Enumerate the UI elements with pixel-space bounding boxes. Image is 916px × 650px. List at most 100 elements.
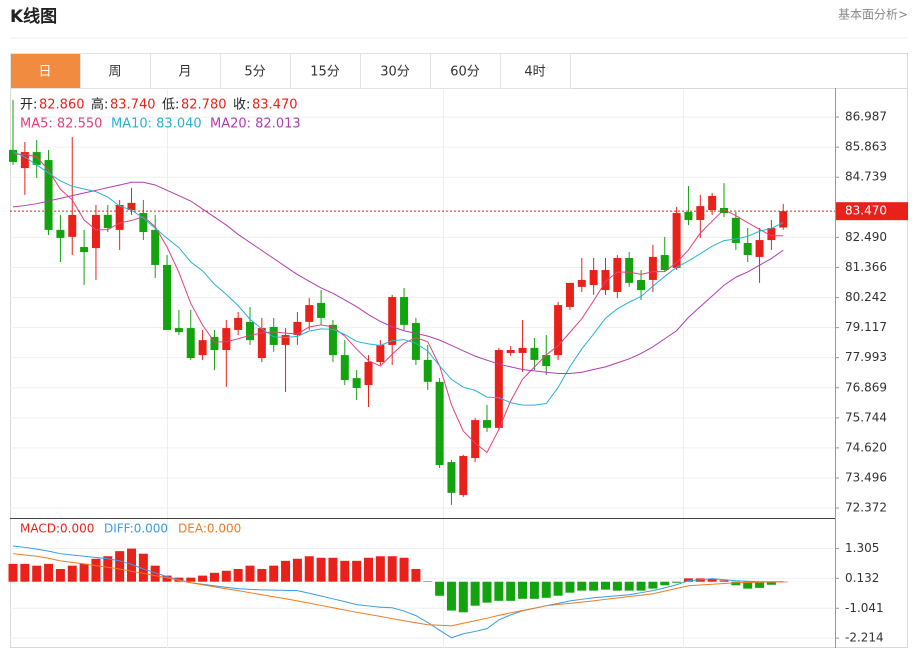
- macd-bar: [446, 581, 456, 611]
- candle-body: [613, 257, 622, 292]
- tab[interactable]: [290, 53, 361, 89]
- macd-bar: [506, 581, 516, 601]
- tab-label[interactable]: 周: [108, 65, 121, 80]
- macd-bar: [8, 563, 18, 582]
- macd-bar: [719, 580, 729, 582]
- macd-bar: [352, 560, 362, 582]
- macd-bar: [529, 581, 539, 599]
- candle-body: [696, 206, 705, 221]
- ma-line: [13, 153, 784, 454]
- y-tick-label: 84.739: [845, 170, 887, 184]
- macd-bar: [233, 568, 243, 582]
- macd-bar: [494, 581, 504, 601]
- macd-bar: [660, 581, 670, 586]
- macd-bar: [553, 581, 563, 596]
- ohlc-legend-label: 低:: [162, 98, 179, 113]
- macd-bar: [364, 557, 373, 582]
- macd-bar: [707, 579, 717, 582]
- macd-bar: [20, 563, 30, 582]
- tab-label[interactable]: 4时: [524, 65, 545, 80]
- candle-body: [317, 302, 326, 318]
- macd-line: [12, 545, 784, 639]
- candle-body: [720, 207, 728, 214]
- candle-body: [127, 202, 136, 211]
- macd-bar: [435, 581, 445, 596]
- y-tick-label: 0.132: [845, 571, 879, 585]
- candle-body: [32, 152, 41, 165]
- candle-body: [423, 359, 432, 382]
- tab-label[interactable]: 日: [38, 65, 51, 80]
- tab-label[interactable]: 60分: [450, 65, 480, 80]
- candle-body: [20, 152, 29, 169]
- tab-label[interactable]: 30分: [380, 65, 410, 80]
- last-price-box: [836, 202, 908, 221]
- macd-bar: [411, 568, 421, 582]
- tab-label[interactable]: 月: [178, 65, 191, 80]
- macd-bar: [577, 581, 587, 591]
- ohlc-legend-label: 高:: [91, 97, 108, 113]
- macd-bar: [518, 581, 528, 599]
- date-dividers: [167, 90, 684, 648]
- macd-bar: [672, 581, 682, 583]
- candle-body: [281, 335, 290, 345]
- macd-bar: [683, 578, 693, 582]
- candle-body: [731, 217, 740, 244]
- tab[interactable]: [500, 53, 571, 89]
- fundamental-link[interactable]: 基本面分析>: [838, 8, 908, 22]
- candle-body: [56, 229, 65, 238]
- tab[interactable]: [80, 53, 151, 89]
- candle-body: [483, 420, 491, 428]
- candle-body: [328, 324, 337, 356]
- candle-body: [376, 344, 385, 363]
- macd-bar: [79, 563, 89, 582]
- candle-body: [625, 257, 634, 283]
- macd-bar: [91, 558, 101, 582]
- candle-body: [660, 255, 669, 271]
- candle-body: [210, 336, 219, 351]
- candle-body: [222, 328, 231, 351]
- tab-label[interactable]: 5分: [244, 65, 265, 80]
- macd-bar: [281, 560, 291, 582]
- candle-body: [554, 305, 563, 356]
- candle-body: [44, 160, 53, 230]
- candle-body: [589, 270, 598, 286]
- tab[interactable]: [150, 53, 221, 89]
- candle-body: [530, 347, 539, 360]
- ohlc-legend-value: 82.780: [181, 98, 227, 113]
- candle-body: [565, 282, 574, 307]
- last-price-label: 83.470: [845, 204, 887, 218]
- candle-body: [246, 321, 254, 341]
- y-tick-label: 86.987: [845, 110, 887, 124]
- macd-bar: [636, 581, 646, 591]
- macd-bar: [198, 575, 208, 582]
- ma-legend: MA5: 82.550: [20, 117, 102, 132]
- candle-body: [435, 381, 444, 466]
- candle-body: [352, 378, 361, 388]
- macd-bar: [245, 565, 255, 582]
- macd-bar: [257, 568, 267, 582]
- ohlc-legend-value: 83.740: [110, 98, 156, 113]
- candle-body: [257, 328, 266, 359]
- macd-bar: [221, 570, 231, 582]
- candle-body: [269, 327, 278, 345]
- macd-bar: [316, 557, 326, 582]
- candle-body: [648, 256, 657, 280]
- y-tick-label: 75.744: [845, 410, 887, 424]
- tab-label[interactable]: 15分: [310, 65, 340, 80]
- macd-bar: [612, 581, 622, 591]
- candle-body: [672, 213, 681, 268]
- y-tick-label: 79.117: [845, 320, 887, 334]
- candle-body: [388, 297, 397, 345]
- candle-body: [577, 279, 586, 287]
- macd-bar: [565, 581, 575, 593]
- macd-bar: [482, 581, 492, 603]
- candle-body: [234, 317, 243, 330]
- macd-bar: [648, 581, 658, 589]
- candle-body: [601, 270, 610, 291]
- macd-bar: [269, 565, 279, 582]
- y-tick-label: 82.490: [845, 230, 887, 244]
- macd-bar: [292, 558, 302, 582]
- tab[interactable]: [10, 53, 81, 89]
